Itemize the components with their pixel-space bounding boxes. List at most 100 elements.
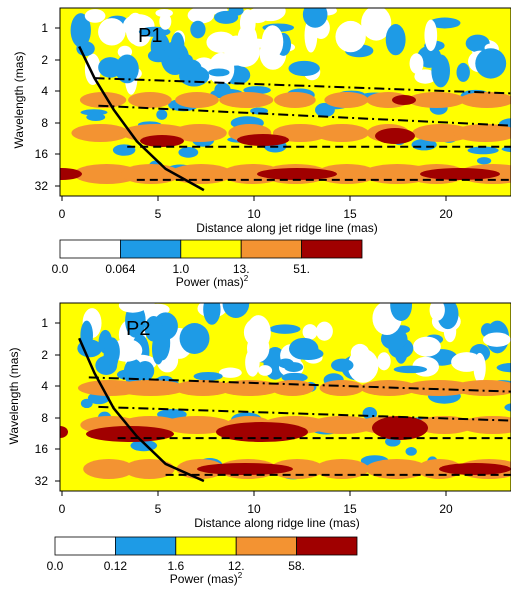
power-region [98, 18, 126, 46]
colorbar-tick-label: 1.6 [167, 559, 184, 573]
power-region [385, 24, 406, 56]
power-region [269, 324, 301, 334]
power-region [272, 124, 329, 142]
power-region [84, 9, 106, 23]
colorbar-swatch [120, 239, 182, 259]
power-region [319, 380, 364, 396]
power-region [71, 124, 130, 142]
power-region [309, 416, 376, 434]
power-region [257, 168, 337, 180]
power-region [178, 147, 199, 158]
ridge-line-2 [98, 104, 511, 127]
power-region [118, 303, 147, 313]
y-tick-label: 1 [41, 21, 48, 35]
power-region [407, 92, 466, 108]
power-region [439, 463, 511, 475]
power-region [412, 124, 472, 142]
colorbar-swatch [59, 239, 121, 259]
power-region [315, 459, 369, 479]
colorbar-tick-label: 0.0 [47, 559, 64, 573]
power-region [420, 168, 500, 180]
power-region [261, 25, 284, 59]
power-region [429, 303, 445, 321]
y-tick-label: 2 [41, 348, 48, 362]
power-region [73, 164, 140, 184]
panel-label-p2: P2 [126, 318, 150, 340]
power-region [413, 336, 441, 357]
colorbar-swatch [235, 536, 297, 556]
power-region [465, 34, 490, 53]
power-region [451, 352, 483, 372]
y-axis-ticks: 1 2 4 8 16 32 [35, 316, 60, 488]
ridge-lines [88, 376, 511, 476]
x-tick-label: 15 [343, 502, 357, 516]
power-region [155, 8, 173, 18]
power-region [115, 54, 139, 84]
y-tick-label: 32 [35, 474, 49, 488]
x-tick-label: 0 [59, 502, 66, 516]
x-axis-label: Distance along ridge line (mas) [194, 516, 359, 530]
power-region [193, 371, 223, 381]
power-region [115, 380, 187, 396]
power-region [147, 49, 169, 63]
power-region [197, 463, 293, 475]
power-region [390, 303, 413, 321]
power-region [335, 20, 366, 53]
power-region [302, 8, 328, 28]
colorbar-swatch [296, 536, 358, 556]
x-axis-label: Distance along jet ridge line (mas) [196, 221, 377, 235]
power-region [392, 95, 416, 105]
x-tick-label: 0 [59, 207, 66, 221]
power-region [174, 380, 232, 396]
colorbar-tick-label: 1.0 [172, 262, 189, 276]
colorbar-tick-label: 0.0 [52, 262, 69, 276]
power-region [60, 426, 68, 438]
power-region [302, 324, 318, 340]
power-region [170, 32, 185, 59]
ridge-lines [94, 77, 511, 181]
cone-of-influence [78, 45, 205, 192]
power-region [218, 380, 281, 396]
power-region [331, 358, 354, 372]
power-region [414, 69, 437, 84]
power-region [467, 146, 499, 155]
colorbar-tick-label: 13. [233, 262, 250, 276]
y-tick-label: 4 [41, 379, 48, 393]
power-region [404, 380, 474, 396]
power-region [172, 124, 227, 142]
power-region [281, 372, 308, 383]
power-region [175, 92, 219, 108]
x-tick-label: 20 [439, 502, 453, 516]
power-region [145, 303, 170, 316]
power-region [203, 303, 221, 325]
power-region [284, 362, 304, 372]
y-tick-label: 32 [35, 179, 49, 193]
colorbar-swatch [240, 239, 302, 259]
colorbar-swatch [301, 239, 363, 259]
power-region [453, 124, 511, 142]
colorbar: 0.0 0.064 1.0 13. 51. [52, 239, 363, 276]
power-region [218, 367, 242, 378]
power-region [162, 416, 233, 434]
power-region [128, 92, 172, 108]
power-region [84, 53, 101, 86]
power-region [138, 26, 171, 37]
power-region [80, 109, 108, 116]
y-tick-label: 4 [41, 84, 48, 98]
heatmap-p2 [60, 303, 511, 491]
y-tick-label: 2 [41, 53, 48, 67]
x-tick-label: 10 [247, 207, 261, 221]
power-region [475, 48, 507, 79]
power-region [324, 92, 369, 108]
y-tick-label: 16 [35, 442, 49, 456]
power-region [274, 92, 316, 108]
x-tick-label: 20 [439, 207, 453, 221]
x-axis-ticks: 0 5 10 15 20 [59, 491, 453, 516]
power-region [208, 68, 230, 77]
power-region [393, 365, 428, 374]
heatmap-p1 [60, 8, 511, 196]
colorbar-tick-label: 51. [293, 262, 310, 276]
power-region [214, 82, 231, 98]
power-region [229, 35, 260, 67]
